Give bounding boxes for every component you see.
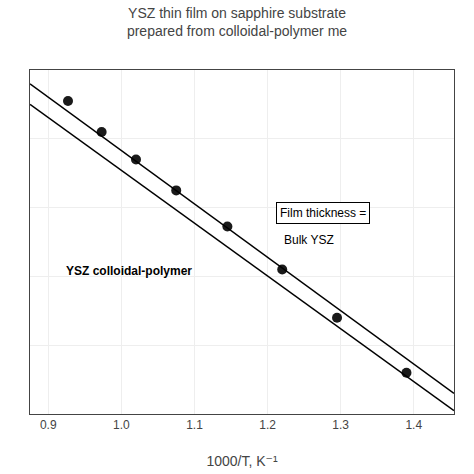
svg-text:Bulk YSZ: Bulk YSZ <box>284 233 334 247</box>
svg-text:Film thickness =: Film thickness = <box>280 206 366 220</box>
svg-text:1.2: 1.2 <box>259 418 276 432</box>
svg-text:1000/T, K⁻¹: 1000/T, K⁻¹ <box>206 453 278 469</box>
svg-text:YSZ colloidal-polymer: YSZ colloidal-polymer <box>66 264 192 278</box>
svg-text:1.3: 1.3 <box>332 418 349 432</box>
svg-text:1.4: 1.4 <box>405 418 422 432</box>
svg-text:1.0: 1.0 <box>113 418 130 432</box>
svg-text:YSZ thin film on sapphire subs: YSZ thin film on sapphire substrateprepa… <box>127 5 347 39</box>
svg-text:1.1: 1.1 <box>186 418 203 432</box>
svg-text:0.9: 0.9 <box>40 418 57 432</box>
